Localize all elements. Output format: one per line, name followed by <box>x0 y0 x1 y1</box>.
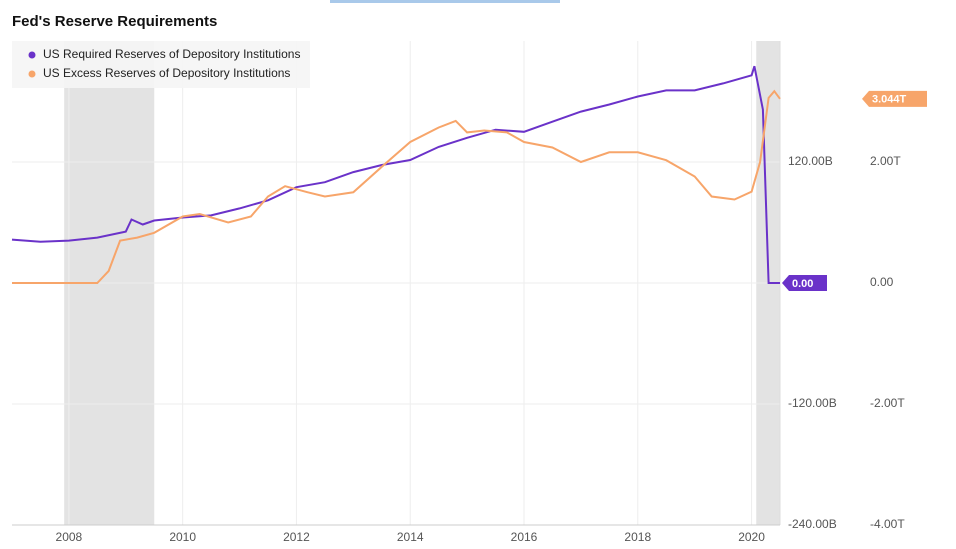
end-tag <box>782 275 827 291</box>
end-label: 3.044T <box>872 94 907 106</box>
x-tick-label: 2010 <box>169 530 196 544</box>
chart-title: Fed's Reserve Requirements <box>12 13 217 30</box>
legend-label: US Excess Reserves of Depository Institu… <box>43 66 290 80</box>
y-tick-label: 120.00B <box>788 154 833 168</box>
y2-tick-label: -4.00T <box>870 517 905 531</box>
x-tick-label: 2008 <box>56 530 83 544</box>
top-bar <box>330 0 560 3</box>
y-tick-label: -240.00B <box>788 517 837 531</box>
series-line <box>11 65 780 284</box>
y2-tick-label: 0.00 <box>870 275 894 289</box>
end-tag <box>862 90 927 107</box>
y2-tick-label: -2.00T <box>870 396 905 410</box>
x-tick-label: 2016 <box>511 530 538 544</box>
x-tick-label: 2020 <box>738 530 765 544</box>
x-tick-label: 2018 <box>624 530 651 544</box>
legend-box <box>12 41 310 88</box>
legend-marker <box>28 70 36 78</box>
legend-marker <box>28 51 36 59</box>
x-tick-label: 2012 <box>283 530 310 544</box>
y-tick-label: -120.00B <box>788 396 837 410</box>
legend-label: US Required Reserves of Depository Insti… <box>43 47 300 61</box>
end-label: 0.00 <box>792 278 813 290</box>
y2-tick-label: 2.00T <box>870 154 901 168</box>
series-line <box>12 89 781 284</box>
x-tick-label: 2014 <box>397 530 424 544</box>
